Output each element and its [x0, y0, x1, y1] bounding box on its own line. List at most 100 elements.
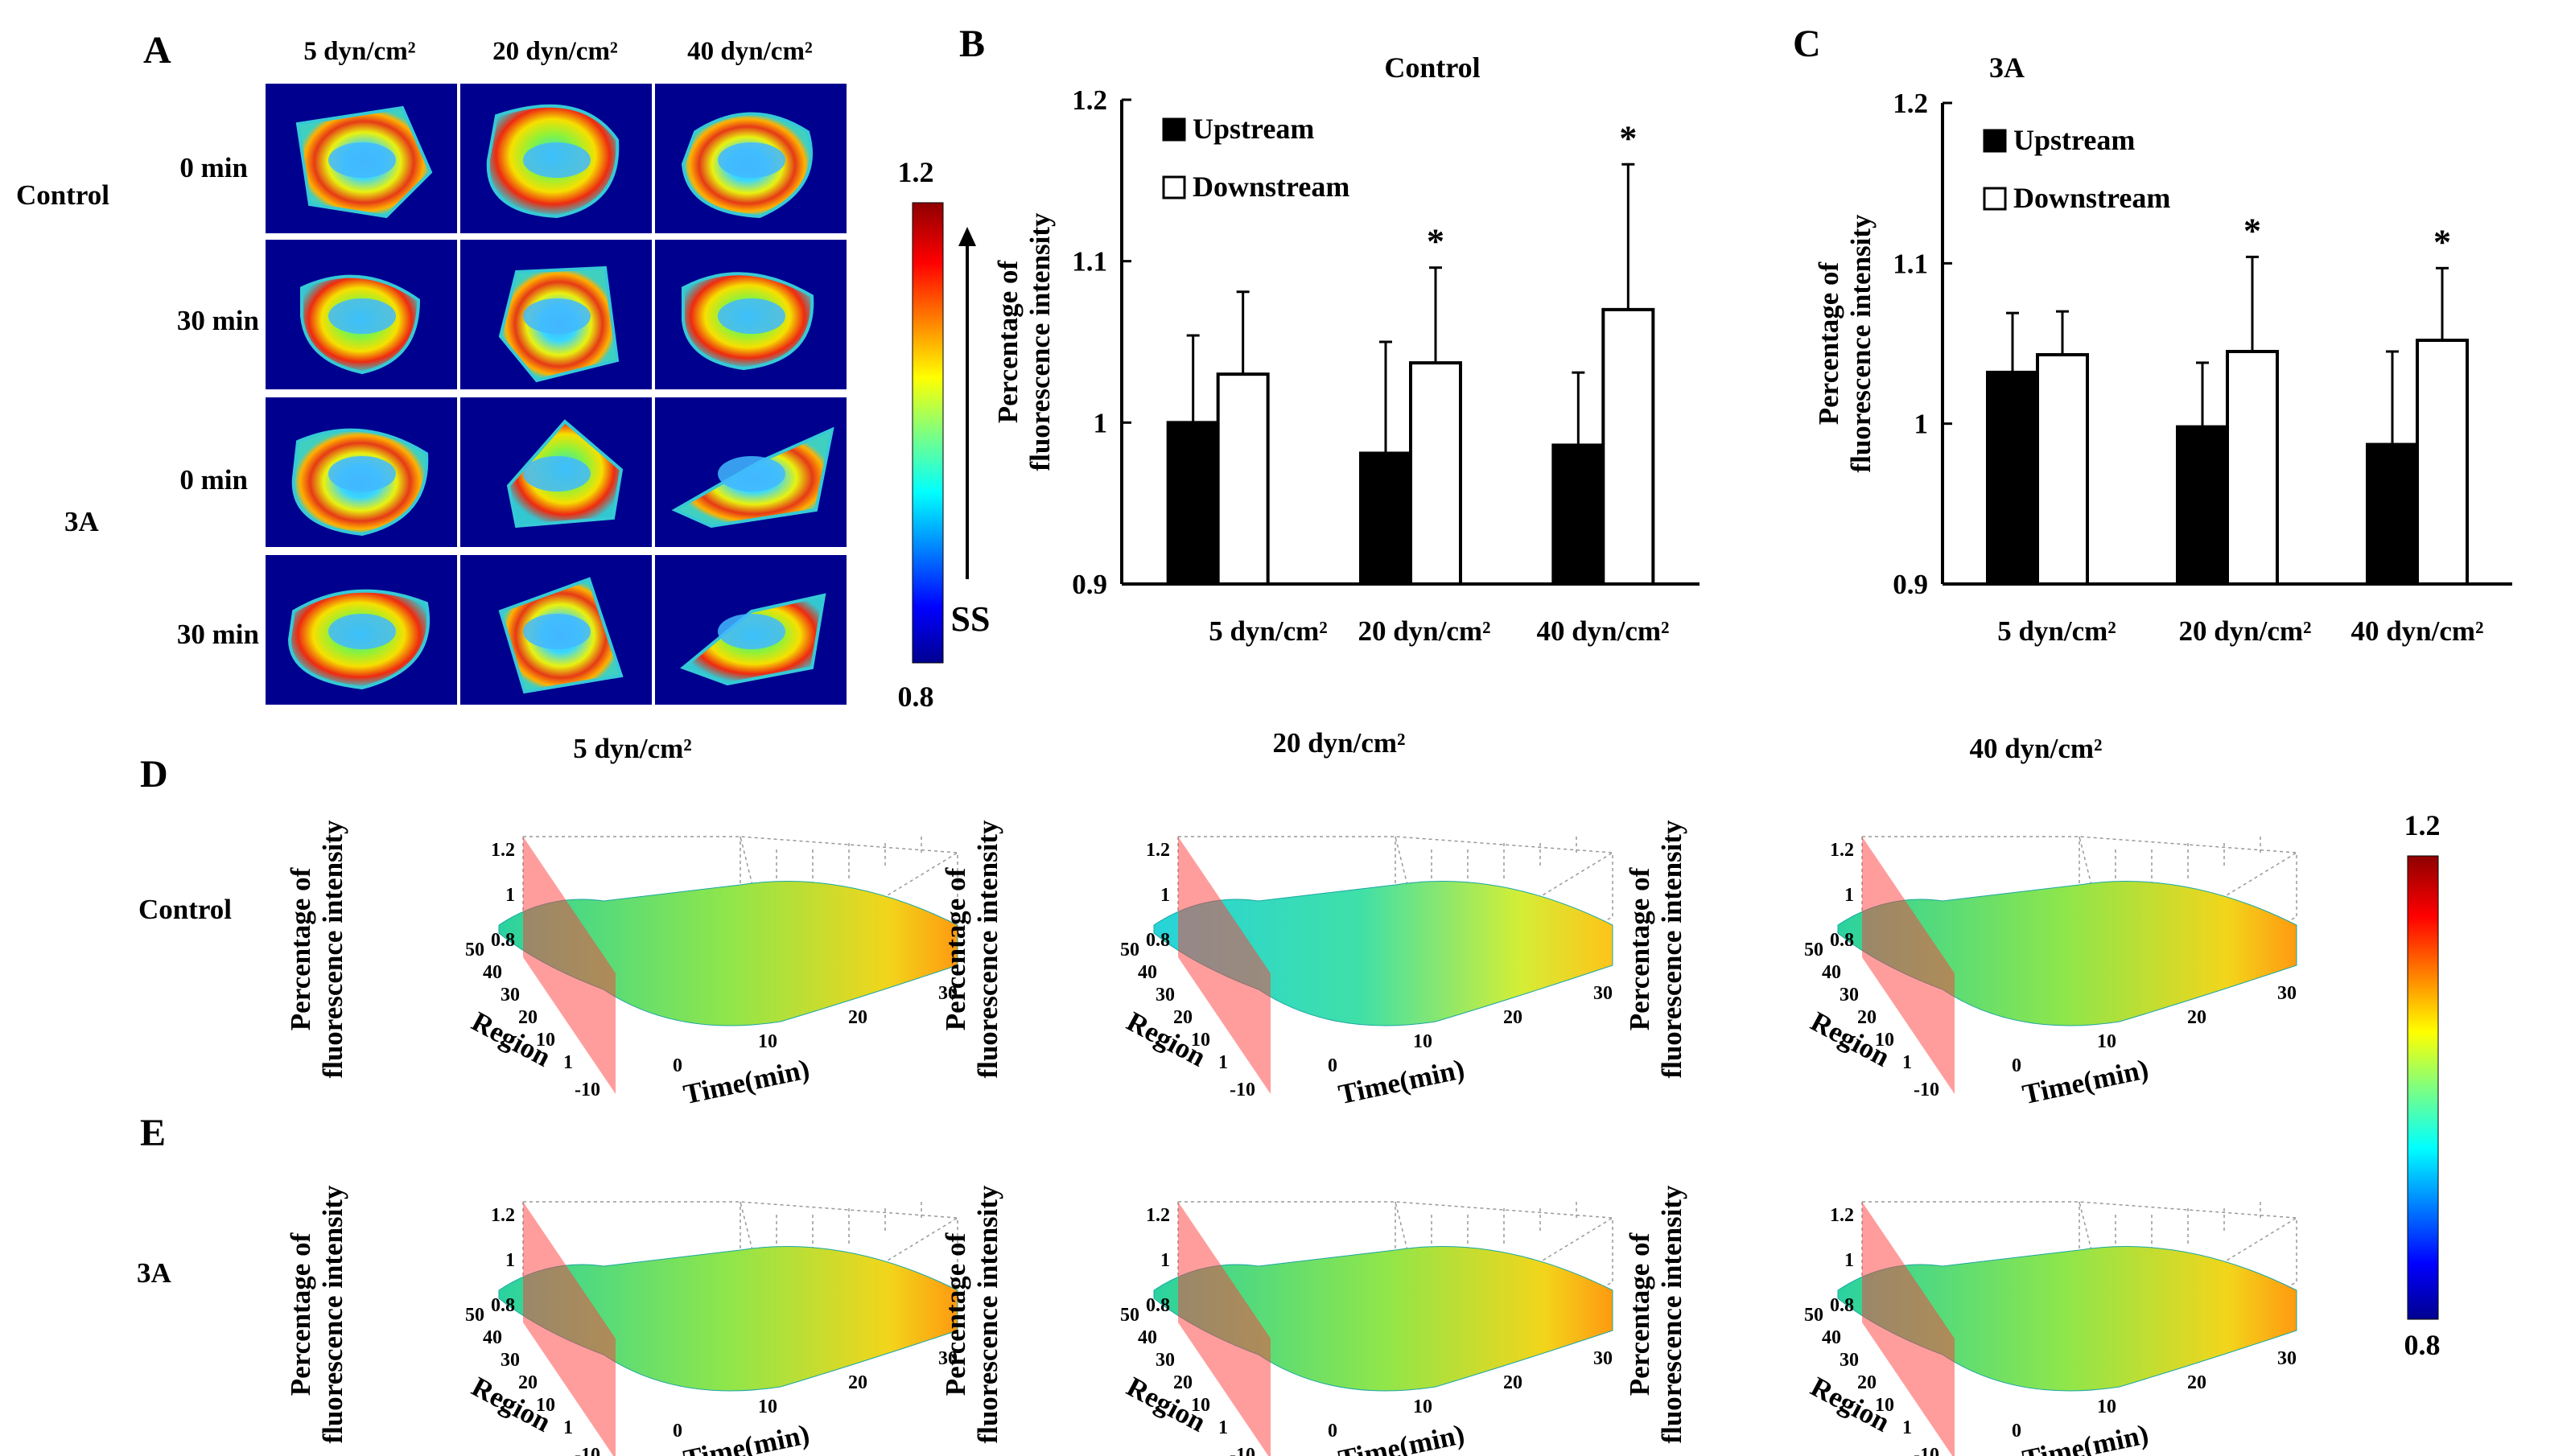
cell-image-tile: [460, 555, 652, 705]
x-tick-label: 20 dyn/cm²: [1358, 615, 1490, 647]
legend-label: Upstream: [1193, 113, 1314, 145]
cell-nucleus-region: [718, 614, 785, 649]
x-tick-label: 10: [758, 1396, 777, 1417]
x-tick-label: 20: [2187, 1007, 2206, 1028]
x-tick-label: 0: [673, 1055, 682, 1076]
bar-downstream: [2226, 349, 2279, 586]
x-tick-label: -10: [1914, 1080, 1939, 1100]
bar-downstream: [1409, 361, 1462, 586]
x-tick-label: 30: [2277, 983, 2297, 1004]
bar-downstream: [1216, 372, 1270, 586]
y-axis-label: Region: [1122, 1006, 1211, 1073]
panel-a: A 5 dyn/cm² 20 dyn/cm² 40 dyn/cm² Contro…: [16, 29, 990, 713]
time-zero-plane: [1178, 1202, 1271, 1456]
x-tick-label: 10: [2097, 1031, 2116, 1052]
y-tick-label: 40: [1138, 962, 1157, 983]
z-tick-label: 1: [1844, 885, 1854, 906]
z-tick-label: 0.8: [1146, 930, 1170, 951]
z-tick-label: 1: [1844, 1250, 1854, 1271]
y-tick-label: 50: [1120, 940, 1139, 960]
legend-label: Upstream: [2013, 124, 2135, 156]
z-axis-label: fluorescence intensity: [972, 820, 1003, 1079]
y-tick-label: 10: [1875, 1030, 1894, 1051]
y-axis-label: Region: [1122, 1371, 1211, 1438]
cell-nucleus-region: [523, 142, 591, 178]
z-tick-label: 1.2: [491, 1205, 515, 1226]
legend-label: Downstream: [2013, 182, 2170, 214]
y-axis-label: Region: [1806, 1371, 1895, 1438]
x-tick-label: 0: [2012, 1421, 2021, 1442]
panel-a-group-control: Control: [16, 179, 109, 211]
x-tick-label: 10: [1413, 1396, 1432, 1417]
colorbar-de-high: 1.2: [2404, 809, 2441, 841]
surface-plot: Percentage of fluorescence intensity 1.210…: [285, 1185, 958, 1456]
cell-image-tile: [655, 84, 847, 233]
cell-nucleus-region: [523, 298, 591, 334]
colorbar-de: [2407, 855, 2439, 1320]
z-tick-label: 0.8: [491, 1295, 515, 1316]
significance-marker: *: [1619, 118, 1637, 158]
bar-downstream: [2416, 339, 2469, 586]
y-tick-label: 10: [536, 1395, 555, 1416]
surface-title-20: 20 dyn/cm²: [1272, 727, 1405, 759]
z-axis-label: fluorescence intensity: [317, 820, 348, 1079]
panel-a-row-label: 30 min: [177, 619, 259, 650]
cell-nucleus-region: [328, 614, 396, 649]
cell-image-tile: [655, 397, 847, 547]
time-zero-plane: [1862, 837, 1955, 1094]
y-tick-label: 30: [501, 985, 520, 1006]
panel-c-letter: C: [1793, 23, 1821, 65]
cell-image-grid: [266, 84, 847, 705]
bar-upstream: [2176, 425, 2229, 586]
y-tick-label: 1: [1218, 1417, 1228, 1438]
y-tick-label: 30: [501, 1350, 520, 1371]
panel-a-row-label: 30 min: [177, 305, 259, 336]
cell-nucleus-region: [328, 298, 396, 334]
surface-plot: Percentage of fluorescence intensity 1.210…: [1624, 1185, 2297, 1456]
z-tick-label: 1: [505, 1250, 515, 1271]
x-tick-label: 20 dyn/cm²: [2178, 615, 2311, 647]
y-tick-label: 10: [1191, 1395, 1210, 1416]
bar-upstream: [1166, 421, 1220, 586]
y-tick-label: 0.9: [1072, 569, 1107, 600]
y-axis-label: Region: [467, 1006, 556, 1073]
y-tick-label: 20: [1173, 1007, 1193, 1028]
x-axis-label: Time(min): [1336, 1418, 1467, 1456]
y-tick-label: 40: [1138, 1327, 1157, 1348]
bar-chart-3a: 3A Percentage of fluorescence intensity 0.9…: [1813, 51, 2512, 647]
z-axis-label: fluorescence intensity: [972, 1185, 1003, 1444]
surface-plot: Percentage of fluorescence intensity 1.210…: [940, 1185, 1613, 1456]
x-axis-label: Time(min): [2020, 1053, 2151, 1110]
x-tick-label: 40 dyn/cm²: [2350, 615, 2483, 647]
bar-upstream: [1359, 451, 1412, 586]
panel-a-col-20: 20 dyn/cm²: [492, 37, 618, 66]
y-tick-label: 50: [1804, 1305, 1823, 1326]
cell-nucleus-region: [523, 456, 591, 492]
y-tick-label: 20: [518, 1372, 538, 1393]
cell-nucleus-region: [328, 142, 396, 178]
x-tick-label: 30: [938, 983, 958, 1004]
x-tick-label: -10: [575, 1445, 600, 1456]
x-axis-label: Time(min): [681, 1053, 812, 1110]
y-tick-label: 20: [1173, 1372, 1193, 1393]
y-tick-label: 1.2: [1893, 88, 1928, 119]
z-axis-label: Percentage of: [1624, 867, 1655, 1030]
x-tick-label: 30: [1593, 983, 1613, 1004]
x-tick-label: 20: [848, 1007, 867, 1028]
surface-plots: Percentage of fluorescence intensity 1.210…: [285, 820, 2297, 1456]
colorbar-de-low: 0.8: [2404, 1329, 2441, 1361]
z-axis-label: fluorescence intensity: [317, 1185, 348, 1444]
y-tick-label: 50: [465, 1305, 484, 1326]
colorbar-a-high: 1.2: [898, 156, 934, 188]
legend-swatch: [1162, 117, 1186, 142]
surface-title-5: 5 dyn/cm²: [573, 733, 692, 764]
surface-plot: Percentage of fluorescence intensity 1.210…: [940, 820, 1613, 1110]
z-tick-label: 1: [505, 885, 515, 906]
z-tick-label: 1.2: [1146, 1205, 1170, 1226]
x-tick-label: -10: [1230, 1080, 1255, 1100]
panel-b-letter: B: [959, 23, 985, 65]
bar-upstream: [1551, 443, 1605, 586]
z-tick-label: 0.8: [1830, 1295, 1854, 1316]
y-tick-label: 40: [483, 1327, 502, 1348]
